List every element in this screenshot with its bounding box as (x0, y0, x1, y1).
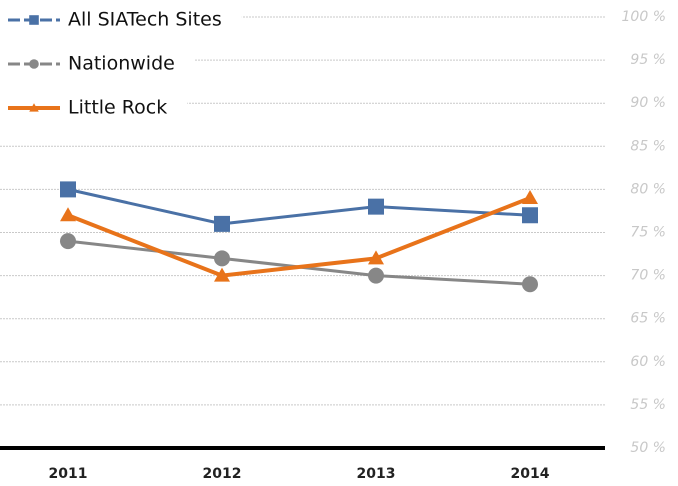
x-tick-label: 2013 (357, 466, 396, 482)
data-point (214, 215, 230, 232)
data-point (214, 250, 230, 267)
y-tick-label: 55 % (630, 397, 666, 413)
data-point (60, 181, 76, 198)
data-point (522, 207, 538, 224)
y-tick-label: 100 % (622, 9, 666, 25)
x-tick-label: 2014 (511, 466, 550, 482)
y-tick-label: 75 % (630, 225, 666, 241)
x-tick-label: 2012 (203, 466, 242, 482)
y-tick-label: 90 % (630, 95, 666, 111)
legend-label: All SIATech Sites (68, 9, 222, 31)
legend-item: All SIATech Sites (0, 0, 242, 40)
series-line (67, 196, 531, 278)
data-point (60, 233, 76, 250)
legend-marker (29, 59, 39, 69)
data-point (522, 190, 538, 205)
data-point (368, 250, 384, 265)
legend-marker (29, 103, 39, 112)
legend-label: Nationwide (68, 53, 175, 75)
series-line (67, 239, 531, 286)
x-tick-label: 2011 (49, 466, 88, 482)
y-tick-label: 65 % (630, 311, 666, 327)
data-point (60, 207, 76, 222)
legend-item: Little Rock (0, 88, 188, 128)
legend-label: Little Rock (68, 97, 167, 119)
y-tick-label: 50 % (630, 440, 666, 456)
data-point (522, 276, 538, 293)
y-tick-label: 95 % (630, 52, 666, 68)
data-point (214, 267, 230, 282)
y-tick-label: 85 % (630, 138, 666, 154)
data-point (368, 198, 384, 215)
y-tick-label: 80 % (630, 181, 666, 197)
y-tick-label: 60 % (630, 354, 666, 370)
data-point (368, 267, 384, 284)
legend-item: Nationwide (0, 44, 195, 84)
series-line (67, 187, 531, 226)
legend-marker (29, 15, 39, 25)
y-tick-label: 70 % (630, 268, 666, 284)
